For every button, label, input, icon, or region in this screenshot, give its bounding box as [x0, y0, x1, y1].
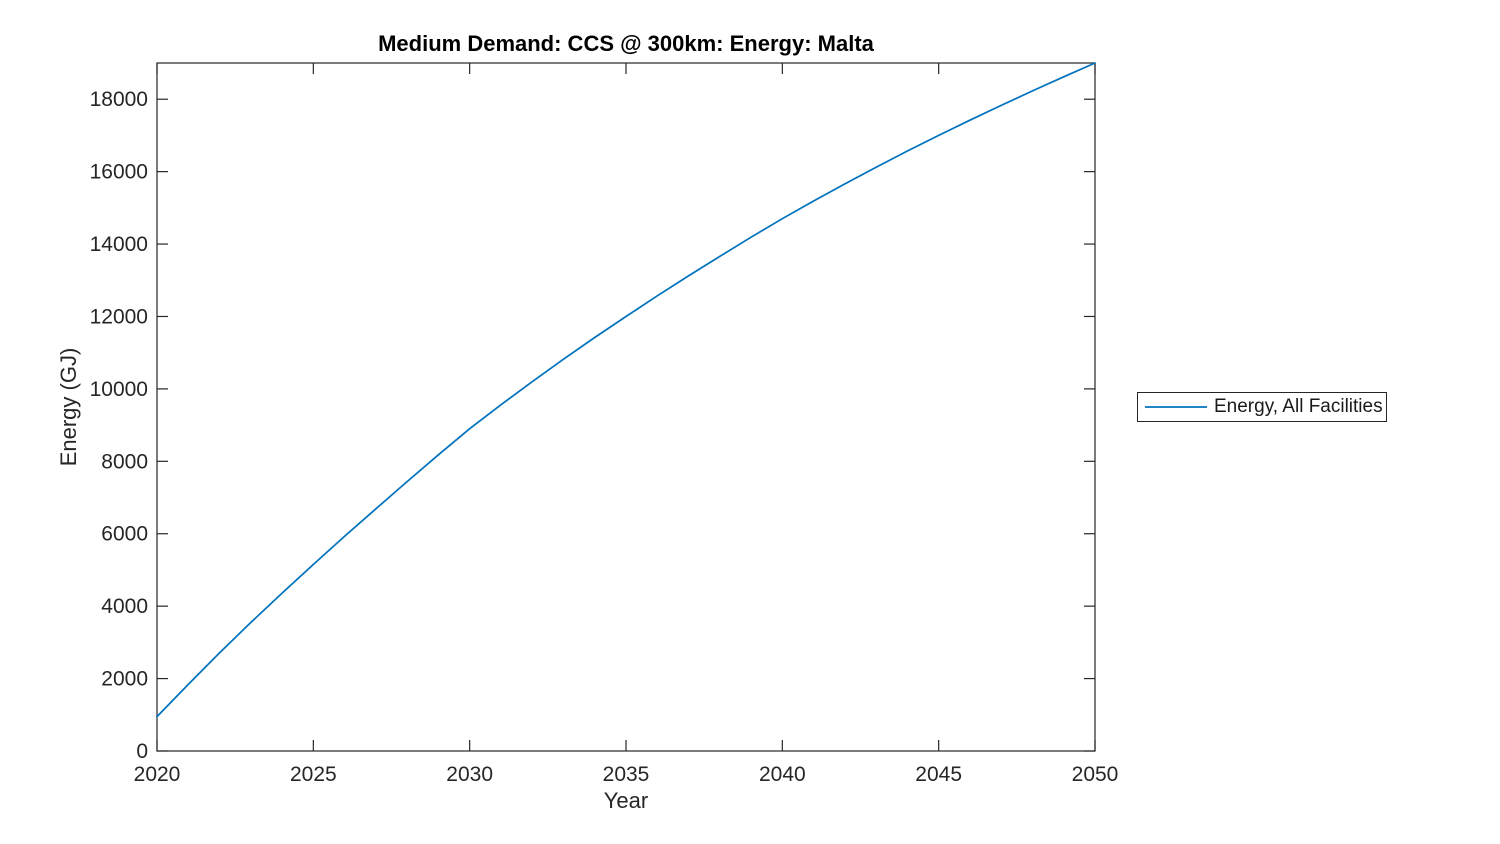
y-tick-label: 0: [136, 740, 148, 763]
y-tick-label: 2000: [101, 668, 148, 691]
y-tick-label: 10000: [90, 378, 148, 401]
x-tick-label: 2035: [603, 763, 650, 786]
legend-label: Energy, All Facilities: [1214, 396, 1383, 417]
x-axis-label: Year: [603, 788, 649, 813]
y-tick-label: 4000: [101, 595, 148, 618]
x-tick-label: 2030: [446, 763, 493, 786]
y-tick-label: 14000: [90, 233, 148, 256]
x-tick-label: 2050: [1072, 763, 1119, 786]
y-tick-label: 8000: [101, 450, 148, 473]
chart-title: Medium Demand: CCS @ 300km: Energy: Malt…: [378, 31, 874, 56]
y-axis-label: Energy (GJ): [56, 347, 81, 467]
legend-box: Energy, All Facilities: [1137, 392, 1387, 422]
y-tick-label: 12000: [90, 305, 148, 328]
axis-box: [156, 62, 1096, 752]
x-tick-label: 2025: [290, 763, 337, 786]
x-tick-label: 2020: [134, 763, 181, 786]
y-tick-label: 18000: [90, 88, 148, 111]
data-line-energy-all-facilities: [156, 62, 1096, 718]
y-tick-label: 6000: [101, 523, 148, 546]
x-tick-label: 2040: [759, 763, 806, 786]
y-tick-label: 16000: [90, 161, 148, 184]
legend-line-sample: [1145, 406, 1207, 408]
x-tick-label: 2045: [915, 763, 962, 786]
